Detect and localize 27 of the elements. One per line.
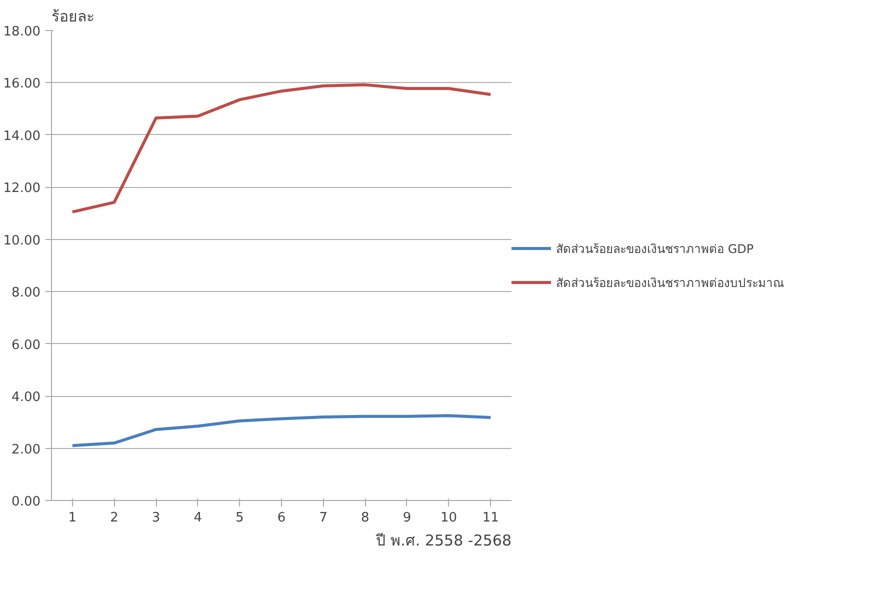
x-tick-label: 11	[482, 510, 499, 526]
legend-label: สัดส่วนร้อยละของเงินชราภาพต่อ GDP	[556, 240, 754, 258]
x-axis-title: ปี พ.ศ. 2558 -2568	[374, 532, 512, 550]
x-tick-label: 5	[236, 510, 244, 526]
y-tick-label: 0.00	[12, 494, 41, 510]
y-tick-label: 18.00	[3, 24, 40, 40]
x-tick-label: 6	[277, 510, 286, 526]
legend-label: สัดส่วนร้อยละของเงินชราภาพต่องบประมาณ	[556, 274, 784, 292]
x-tick-label: 10	[440, 510, 458, 526]
line-series	[70, 83, 492, 214]
y-tick-label: 16.00	[3, 76, 40, 92]
y-tick-label: 14.00	[3, 128, 40, 144]
y-axis-title: ร้อยละ	[52, 8, 94, 26]
y-tick-label: 12.00	[3, 181, 40, 196]
y-tick-label: 2.00	[12, 442, 41, 458]
y-tick-label: 6.00	[12, 338, 41, 353]
y-tick-label: 10.00	[3, 233, 40, 248]
x-tick-label: 2	[110, 510, 118, 526]
x-tick-label: 1	[68, 510, 77, 526]
y-tick-label: 8.00	[12, 286, 41, 301]
x-tick-label: 4	[194, 510, 202, 526]
x-tick-label: 3	[152, 510, 160, 526]
y-tick-label: 4.00	[12, 390, 41, 406]
line-series	[70, 414, 492, 448]
x-tick-label: 7	[319, 510, 328, 526]
x-tick-label: 9	[402, 510, 412, 526]
x-tick-label: 8	[361, 510, 370, 526]
